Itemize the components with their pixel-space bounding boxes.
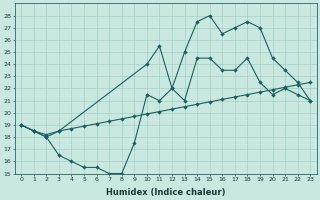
X-axis label: Humidex (Indice chaleur): Humidex (Indice chaleur)	[106, 188, 226, 197]
